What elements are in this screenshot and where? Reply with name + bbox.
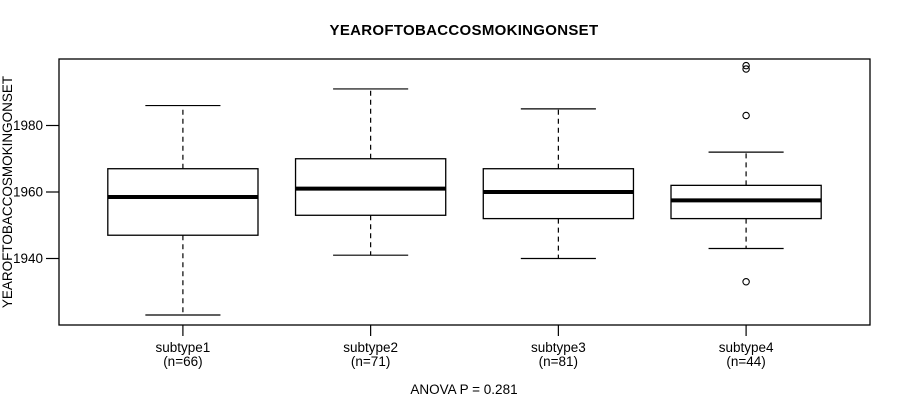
plot-area: 1940 1960 1980 subtype1(n=66) subtype2(n=71)… bbox=[13, 58, 871, 369]
anova-p-subtitle: ANOVA P = 0.281 bbox=[410, 382, 517, 397]
group-n-label: (n=66) bbox=[163, 354, 202, 369]
group-n-label: (n=44) bbox=[726, 354, 765, 369]
group-label: subtype4 bbox=[719, 340, 774, 355]
group-label: subtype1 bbox=[156, 340, 211, 355]
iqr-box bbox=[107, 168, 259, 236]
y-tick-label: 1960 bbox=[13, 185, 43, 200]
group-label: subtype2 bbox=[343, 340, 398, 355]
y-tick-label: 1980 bbox=[13, 118, 43, 133]
outlier-point bbox=[742, 111, 750, 120]
outlier-point bbox=[742, 65, 750, 73]
chart-title: YEAROFTOBACCOSMOKINGONSET bbox=[330, 22, 599, 39]
outlier-point bbox=[742, 61, 750, 70]
outlier-point bbox=[742, 278, 750, 286]
y-axis-label: YEAROFTOBACCOSMOKINGONSET bbox=[0, 76, 15, 308]
group-n-label: (n=81) bbox=[539, 354, 578, 369]
group-n-label: (n=71) bbox=[351, 354, 390, 369]
group-label: subtype3 bbox=[531, 340, 586, 355]
y-tick-label: 1940 bbox=[13, 251, 43, 266]
